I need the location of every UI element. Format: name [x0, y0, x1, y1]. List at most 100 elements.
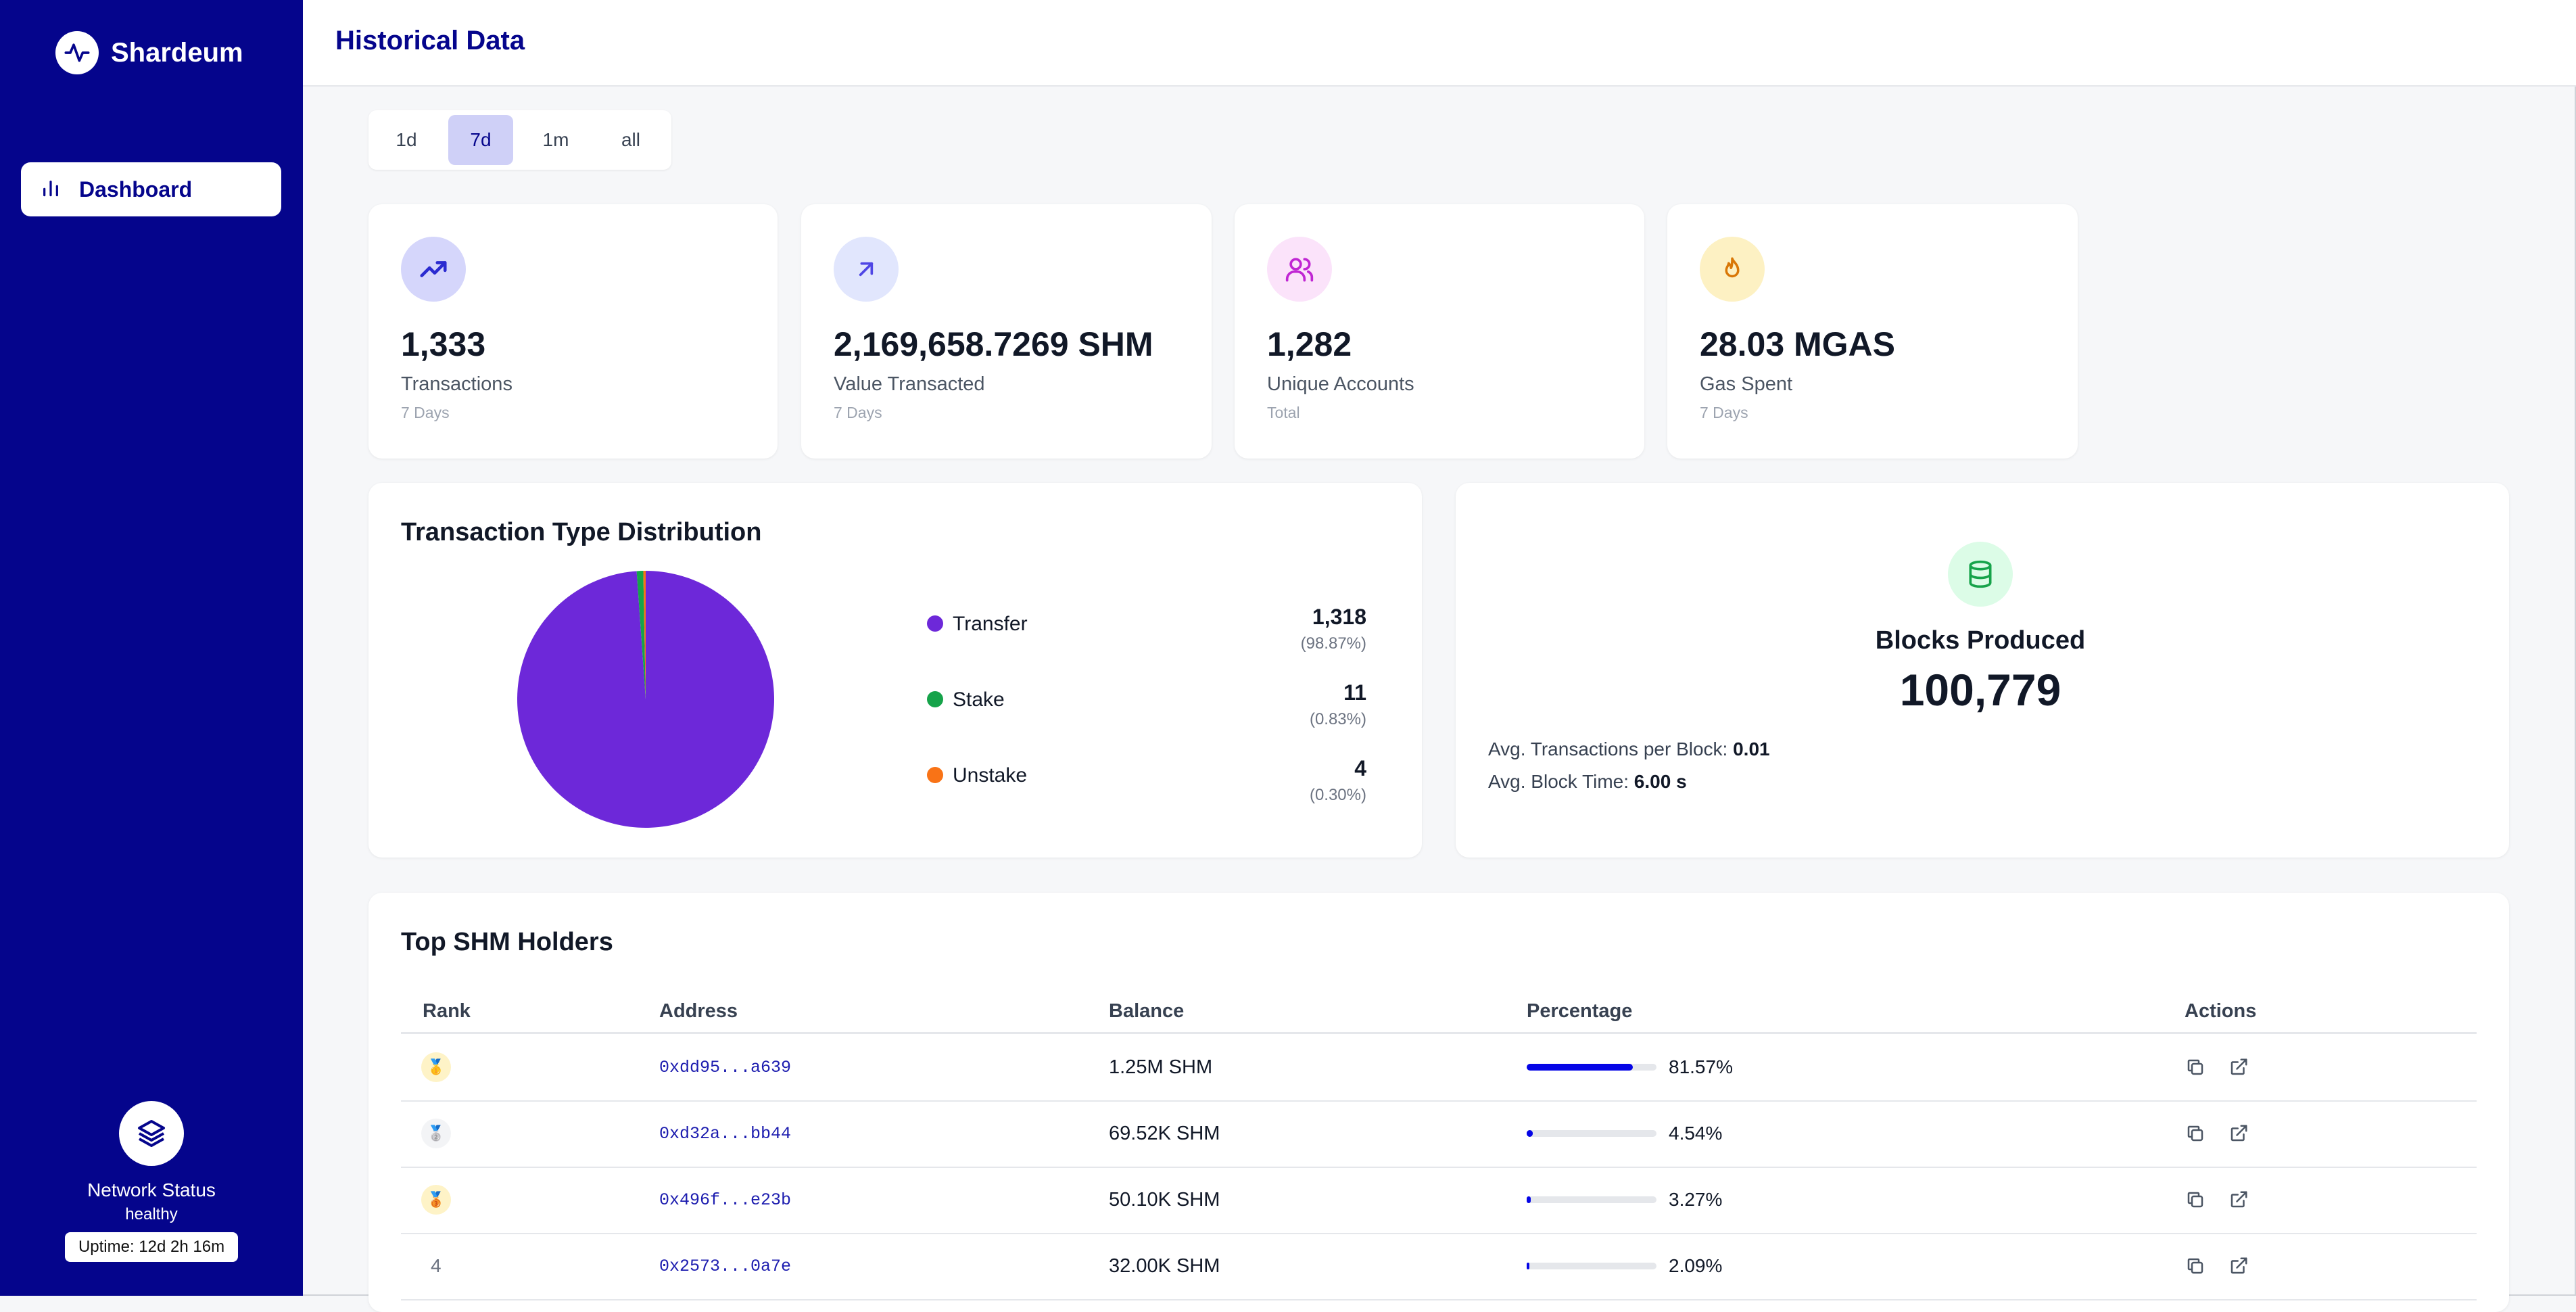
copy-icon[interactable]	[2183, 1055, 2208, 1079]
silver-medal-icon: 🥈	[421, 1119, 451, 1148]
gold-medal-icon: 🥇	[421, 1052, 451, 1082]
top-holders-title: Top SHM Holders	[401, 928, 613, 956]
page-title: Historical Data	[335, 26, 525, 55]
legend-row-transfer: Transfer 1,318 (98.87%)	[927, 605, 1366, 659]
network-status-value: healthy	[125, 1205, 178, 1223]
holder-percentage: 2.09%	[1669, 1255, 1723, 1276]
stat-value: 2,169,658.7269 SHM	[834, 325, 1153, 363]
holder-balance: 1.25M SHM	[1109, 1056, 1213, 1078]
network-status-panel: Network Status healthy Uptime: 12d 2h 16…	[0, 1101, 303, 1262]
stat-card-transactions: 1,333 Transactions 7 Days	[368, 204, 778, 459]
network-status-title: Network Status	[87, 1179, 216, 1200]
database-icon	[1948, 542, 2013, 607]
stat-value: 28.03 MGAS	[1700, 325, 1896, 363]
top-header: Historical Data	[303, 0, 2576, 87]
column-header-rank: Rank	[423, 1000, 471, 1022]
stat-label: Gas Spent	[1700, 373, 1793, 395]
holder-rank: 4	[431, 1255, 442, 1276]
distribution-title: Transaction Type Distribution	[401, 518, 762, 546]
pie-slice-unstake[interactable]	[643, 571, 646, 699]
percentage-bar	[1527, 1196, 1656, 1203]
trending-up-icon	[401, 237, 466, 302]
stat-period: 7 Days	[1700, 404, 1748, 421]
brand[interactable]: Shardeum	[55, 31, 243, 74]
legend-row-unstake: Unstake 4 (0.30%)	[927, 756, 1366, 810]
holder-address-link[interactable]: 0xdd95...a639	[659, 1057, 792, 1077]
arrow-up-right-icon	[834, 237, 899, 302]
tab-all[interactable]: all	[621, 129, 640, 150]
holder-percentage: 4.54%	[1669, 1123, 1723, 1144]
column-header-percentage: Percentage	[1527, 1000, 1633, 1022]
sidebar-item-dashboard[interactable]: Dashboard	[21, 162, 281, 216]
bar-chart-icon	[40, 177, 62, 202]
holder-balance: 32.00K SHM	[1109, 1255, 1220, 1277]
avg-transactions-per-block: Avg. Transactions per Block: 0.01	[1488, 739, 1770, 759]
external-link-icon[interactable]	[2226, 1254, 2251, 1278]
table-row: 🥉 0x496f...e23b 50.10K SHM 3.27%	[401, 1167, 2477, 1234]
percentage-bar-fill	[1527, 1130, 1533, 1137]
holder-balance: 69.52K SHM	[1109, 1122, 1220, 1144]
legend-dot-transfer	[927, 615, 943, 632]
legend-percent: (0.83%)	[1309, 710, 1366, 728]
stat-card-value-transacted: 2,169,658.7269 SHM Value Transacted 7 Da…	[801, 204, 1212, 459]
external-link-icon[interactable]	[2226, 1188, 2251, 1212]
holder-address-link[interactable]: 0x496f...e23b	[659, 1190, 792, 1210]
holder-balance: 50.10K SHM	[1109, 1188, 1220, 1211]
blocks-produced-value: 100,779	[1899, 665, 2061, 715]
legend-count: 4	[1354, 756, 1366, 780]
legend-name: Transfer	[953, 613, 1028, 635]
stat-period: 7 Days	[834, 404, 882, 421]
holder-address-link[interactable]: 0xd32a...bb44	[659, 1123, 792, 1144]
percentage-bar-fill	[1527, 1263, 1529, 1269]
legend-percent: (0.30%)	[1309, 786, 1366, 804]
avg-block-time: Avg. Block Time: 6.00 s	[1488, 771, 1687, 792]
legend-row-stake: Stake 11 (0.83%)	[927, 680, 1366, 734]
percentage-bar-fill	[1527, 1196, 1531, 1203]
table-row: 4 0x2573...0a7e 32.00K SHM 2.09%	[401, 1233, 2477, 1301]
tab-1d[interactable]: 1d	[396, 129, 417, 150]
copy-icon[interactable]	[2183, 1254, 2208, 1278]
percentage-bar	[1527, 1130, 1656, 1137]
legend-name: Unstake	[953, 764, 1028, 787]
stat-label: Unique Accounts	[1267, 373, 1414, 395]
legend-name: Stake	[953, 688, 1005, 711]
sidebar: Shardeum Dashboard Network Status health…	[0, 0, 303, 1296]
stat-label: Transactions	[401, 373, 512, 395]
stat-period: Total	[1267, 404, 1300, 421]
stat-card-unique-accounts: 1,282 Unique Accounts Total	[1235, 204, 1644, 459]
percentage-bar	[1527, 1263, 1656, 1269]
table-row: 🥈 0xd32a...bb44 69.52K SHM 4.54%	[401, 1100, 2477, 1168]
period-selector: 1d 7d 1m all	[368, 110, 671, 170]
transaction-type-pie-chart	[517, 571, 774, 828]
layers-icon	[119, 1101, 184, 1166]
external-link-icon[interactable]	[2226, 1055, 2251, 1079]
table-row: 🥇 0xdd95...a639 1.25M SHM 81.57%	[401, 1034, 2477, 1102]
stat-value: 1,333	[401, 325, 486, 363]
holder-percentage: 3.27%	[1669, 1189, 1723, 1210]
pie-slice-stake[interactable]	[636, 571, 646, 699]
stat-period: 7 Days	[401, 404, 450, 421]
external-link-icon[interactable]	[2226, 1121, 2251, 1146]
stat-card-gas-spent: 28.03 MGAS Gas Spent 7 Days	[1667, 204, 2078, 459]
column-header-balance: Balance	[1109, 1000, 1185, 1022]
tab-1m[interactable]: 1m	[542, 129, 569, 150]
uptime-badge: Uptime: 12d 2h 16m	[64, 1232, 239, 1262]
users-icon	[1267, 237, 1332, 302]
legend-dot-unstake	[927, 767, 943, 783]
copy-icon[interactable]	[2183, 1188, 2208, 1212]
transaction-distribution-card: Transaction Type Distribution Transfer 1…	[368, 483, 1422, 858]
flame-icon	[1700, 237, 1765, 302]
legend-percent: (98.87%)	[1300, 634, 1366, 653]
blocks-produced-title: Blocks Produced	[1875, 626, 2086, 655]
holder-address-link[interactable]: 0x2573...0a7e	[659, 1256, 792, 1276]
column-header-actions: Actions	[2185, 1000, 2257, 1022]
legend-count: 1,318	[1312, 605, 1366, 629]
sidebar-item-label: Dashboard	[79, 177, 193, 202]
app-name: Shardeum	[111, 37, 243, 68]
copy-icon[interactable]	[2183, 1121, 2208, 1146]
activity-logo-icon	[55, 31, 99, 74]
percentage-bar	[1527, 1064, 1656, 1071]
legend-dot-stake	[927, 691, 943, 707]
percentage-bar-fill	[1527, 1064, 1633, 1071]
tab-7d[interactable]: 7d	[448, 115, 513, 165]
